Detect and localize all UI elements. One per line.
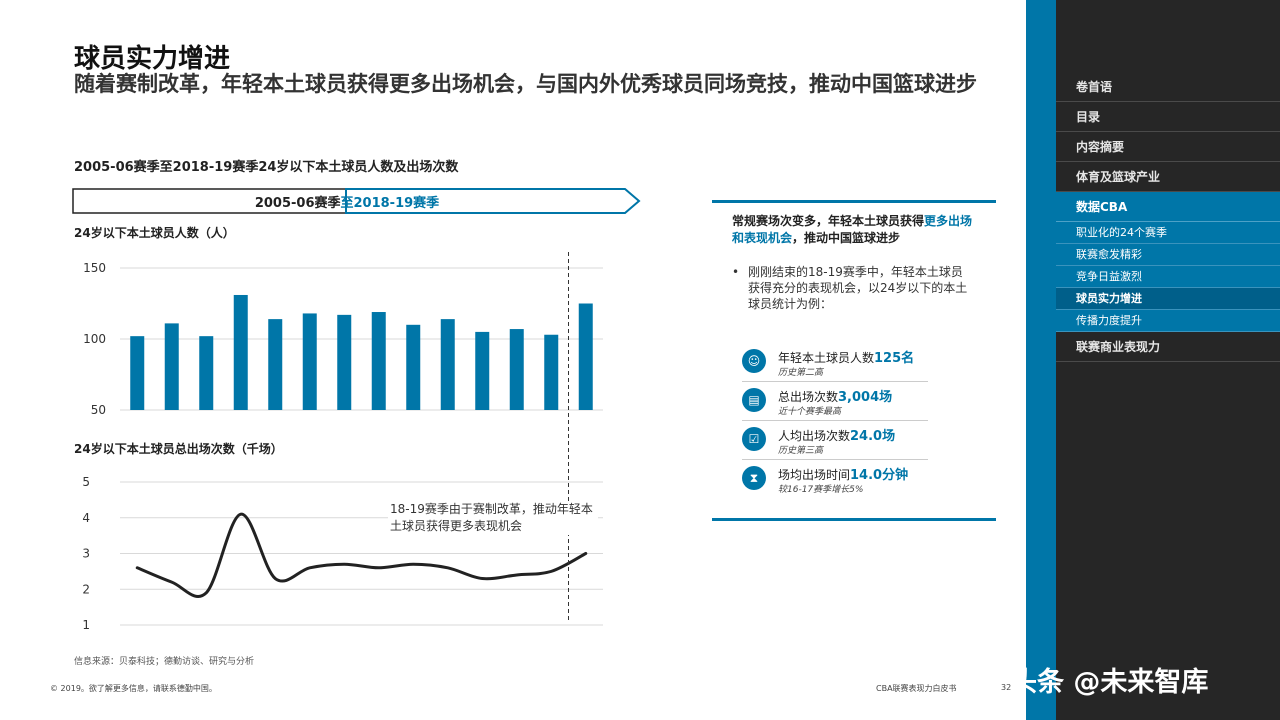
stat-label-text: 人均出场次数	[778, 429, 851, 443]
stat-value: 14.0分钟	[850, 468, 909, 483]
charts-svg: 50 100 150 1 2 3 4 5	[82, 252, 603, 632]
sidebar-subitem-more-exciting[interactable]: 联赛愈发精彩	[1056, 244, 1280, 266]
page-title: 球员实力增进	[74, 44, 231, 74]
bar-ytick-label: 50	[91, 403, 106, 417]
bar	[544, 334, 559, 410]
hourglass-icon: ⧗	[742, 466, 766, 490]
stat-item: ▤ 总出场次数3,004场 近十个赛季最高	[742, 382, 928, 421]
line-ytick-label: 2	[82, 582, 90, 596]
bar-ytick-label: 150	[83, 261, 106, 275]
checklist-icon: ☑	[742, 427, 766, 451]
stat-item: ⧗ 场均出场时间14.0分钟 较16-17赛季增长5%	[742, 460, 928, 499]
sidebar-subitem-player-strength[interactable]: 球员实力增进	[1056, 288, 1280, 310]
panel-heading: 常规赛场次变多，年轻本土球员获得更多出场和表现机会，推动中国篮球进步	[732, 213, 982, 247]
stat-value: 3,004场	[838, 390, 893, 405]
sidebar-subitem-broadcast[interactable]: 传播力度提升	[1056, 310, 1280, 332]
stat-item: ☑ 人均出场次数24.0场 历史第三高	[742, 421, 928, 460]
stat-label-text: 场均出场时间	[778, 468, 851, 482]
period-label: 2005-06赛季至2018-19赛季	[72, 192, 622, 211]
bar	[199, 336, 214, 410]
stats-list: ☺ 年轻本土球员人数125名 历史第二高 ▤ 总出场次数3,004场 近十个赛季…	[742, 343, 928, 499]
bar	[268, 319, 283, 410]
line-ytick-label: 4	[82, 511, 90, 525]
info-panel: 常规赛场次变多，年轻本土球员获得更多出场和表现机会，推动中国篮球进步 • 刚刚结束…	[712, 200, 996, 521]
bar	[406, 324, 421, 410]
watermark: 头条 @未来智库	[1010, 667, 1209, 698]
bar	[130, 336, 145, 410]
stat-sub: 近十个赛季最高	[778, 407, 842, 417]
stat-label: 人均出场次数24.0场	[778, 425, 895, 444]
stat-value: 125名	[874, 351, 915, 366]
bar	[475, 331, 490, 410]
period-to: 至2018-19赛季	[340, 196, 440, 211]
chart-heading: 2005-06赛季至2018-19赛季24岁以下本土球员人数及出场次数	[74, 160, 459, 175]
bar	[440, 319, 455, 410]
stat-label: 场均出场时间14.0分钟	[778, 464, 908, 483]
chart-annotation: 18-19赛季由于赛制改革，推动年轻本土球员获得更多表现机会	[388, 501, 598, 535]
panel-heading-highlight: 更多出场和表现机会	[732, 214, 973, 245]
bullet-dot-icon: •	[732, 265, 740, 279]
stat-label: 年轻本土球员人数125名	[778, 347, 914, 366]
panel-bullet-text: 刚刚结束的18-19赛季中，年轻本土球员获得充分的表现机会，以24岁以下的本土球…	[748, 265, 968, 311]
bar	[371, 312, 386, 410]
stat-label-text: 年轻本土球员人数	[778, 351, 875, 365]
panel-heading-part1: 常规赛场次变多，年轻本土球员获得	[732, 214, 925, 228]
stat-item: ☺ 年轻本土球员人数125名 历史第二高	[742, 343, 928, 382]
stat-sub: 历史第二高	[778, 368, 824, 378]
line-ytick-label: 3	[82, 547, 90, 561]
sidebar-item-data-cba[interactable]: 数据CBA	[1056, 192, 1280, 222]
bar	[337, 314, 352, 410]
bar	[302, 313, 317, 410]
period-arrow	[72, 188, 641, 214]
series-line	[135, 512, 588, 598]
sidebar-item-contents[interactable]: 目录	[1056, 102, 1280, 132]
panel-bullet: • 刚刚结束的18-19赛季中，年轻本土球员获得充分的表现机会，以24岁以下的本土…	[732, 264, 972, 312]
panel-heading-part2: ，推动中国篮球进步	[792, 231, 901, 245]
page-subtitle: 随着赛制改革，年轻本土球员获得更多出场机会，与国内外优秀球员同场竞技，推动中国篮…	[74, 72, 977, 96]
stat-sub: 较16-17赛季增长5%	[778, 485, 864, 495]
stat-sub: 历史第三高	[778, 446, 824, 456]
stat-label-text: 总出场次数	[778, 390, 839, 404]
sidebar-subitem-competition[interactable]: 竞争日益激烈	[1056, 266, 1280, 288]
sidebar-item-summary[interactable]: 内容摘要	[1056, 132, 1280, 162]
stat-value: 24.0场	[850, 429, 896, 444]
sidebar-item-sports-industry[interactable]: 体育及篮球产业	[1056, 162, 1280, 192]
sidebar-item-commercial[interactable]: 联赛商业表现力	[1056, 332, 1280, 362]
stat-label: 总出场次数3,004场	[778, 386, 892, 405]
sidebar-item-preface[interactable]: 卷首语	[1056, 72, 1280, 102]
line-ytick-label: 1	[82, 618, 90, 632]
bar-ytick-label: 100	[83, 332, 106, 346]
nav-list: 卷首语 目录 内容摘要 体育及篮球产业 数据CBA 职业化的24个赛季 联赛愈发…	[1056, 72, 1280, 362]
footer-copyright: © 2019。欲了解更多信息，请联系德勤中国。	[50, 684, 217, 693]
main-content: 球员实力增进 随着赛制改革，年轻本土球员获得更多出场机会，与国内外优秀球员同场竞…	[50, 44, 1012, 693]
sidebar-subitem-24-seasons[interactable]: 职业化的24个赛季	[1056, 222, 1280, 244]
line-ytick-label: 5	[82, 475, 90, 489]
line-chart-ylabel: 24岁以下本土球员总出场次数（千场）	[74, 442, 283, 456]
calendar-icon: ▤	[742, 388, 766, 412]
bar	[578, 303, 593, 410]
person-icon: ☺	[742, 349, 766, 373]
source-note: 信息来源：贝泰科技；德勤访谈、研究与分析	[74, 657, 255, 667]
bar-chart-ylabel: 24岁以下本土球员人数（人）	[74, 226, 235, 240]
period-from: 2005-06赛季	[254, 196, 341, 211]
bar	[509, 329, 524, 410]
bar	[233, 294, 248, 410]
bar	[164, 323, 179, 410]
sidebar-nav: 卷首语 目录 内容摘要 体育及篮球产业 数据CBA 职业化的24个赛季 联赛愈发…	[1056, 0, 1280, 720]
page-number: 32	[1001, 683, 1012, 692]
footer-doc-title: CBA联赛表现力白皮书	[876, 684, 957, 693]
accent-bar	[1026, 0, 1056, 720]
